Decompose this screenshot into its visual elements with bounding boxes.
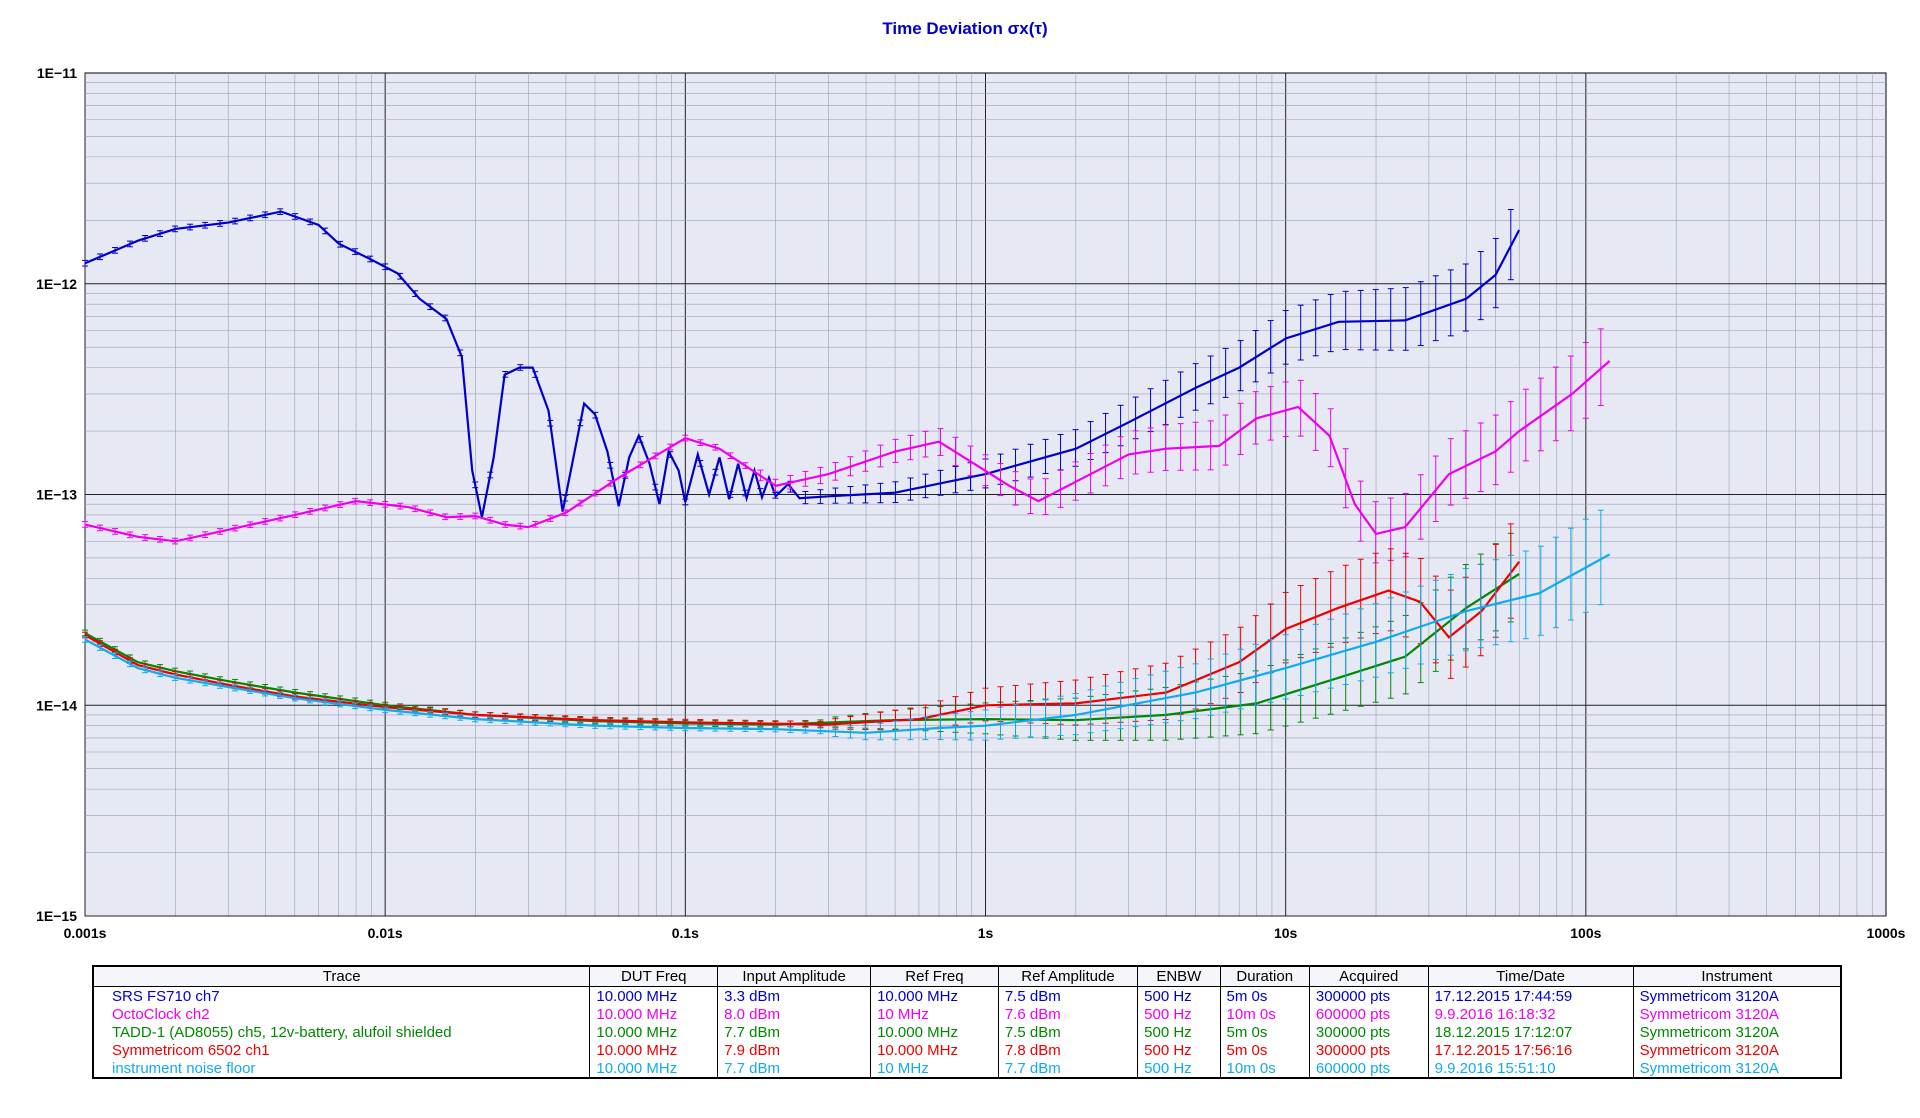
- legend-cell: 500 Hz: [1137, 1005, 1221, 1023]
- legend-header-cell: Instrument: [1632, 965, 1842, 987]
- legend-cell: SRS FS710 ch7: [92, 986, 590, 1005]
- legend-cell: 600000 pts: [1308, 1059, 1429, 1078]
- legend-cell: 10.000 MHz: [589, 986, 718, 1005]
- legend-cell: Symmetricom 3120A: [1632, 1041, 1841, 1059]
- legend-cell: Symmetricom 3120A: [1632, 1005, 1841, 1023]
- legend-cell: 5m 0s: [1219, 1023, 1310, 1041]
- legend-cell: 5m 0s: [1219, 986, 1310, 1005]
- legend-cell: 7.7 dBm: [717, 1023, 871, 1041]
- legend-header-cell: Ref Freq: [870, 965, 999, 987]
- legend-cell: 7.8 dBm: [997, 1041, 1138, 1059]
- legend-cell: 10.000 MHz: [589, 1059, 718, 1078]
- x-tick-label: 1s: [978, 925, 994, 941]
- y-tick-label: 1E−14: [36, 697, 77, 713]
- legend-cell: 10m 0s: [1219, 1059, 1310, 1078]
- legend-cell: 500 Hz: [1137, 1041, 1221, 1059]
- legend-row: Symmetricom 6502 ch1 10.000 MHz 7.9 dBm 10.…: [92, 1041, 1841, 1059]
- x-tick-label: 10s: [1274, 925, 1298, 941]
- legend-cell: 10 MHz: [870, 1005, 999, 1023]
- series-0: [82, 208, 1521, 518]
- legend-cell: 300000 pts: [1308, 986, 1429, 1005]
- legend-cell: 7.9 dBm: [717, 1041, 871, 1059]
- legend-cell: Symmetricom 3120A: [1632, 986, 1841, 1005]
- legend-cell: 7.5 dBm: [997, 986, 1138, 1005]
- y-tick-label: 1E−15: [36, 908, 77, 924]
- legend-cell: 17.12.2015 17:44:59: [1427, 986, 1634, 1005]
- legend-cell: Symmetricom 6502 ch1: [92, 1041, 590, 1059]
- legend-cell: 9.9.2016 16:18:32: [1427, 1005, 1634, 1023]
- legend-header-row: Trace DUT Freq Input Amplitude Ref Freq Ref …: [92, 965, 1842, 987]
- legend-cell: 10.000 MHz: [589, 1041, 718, 1059]
- legend-cell: 10.000 MHz: [589, 1023, 718, 1041]
- axis-ticks: 0.001s 0.01s 0.1s 1s 10s 100s 1000s 1E−11 1E−12 1…: [36, 65, 1906, 941]
- legend-cell: 8.0 dBm: [717, 1005, 871, 1023]
- legend-cell: 500 Hz: [1137, 986, 1221, 1005]
- chart-title-text: Time Deviation σx(τ): [882, 19, 1047, 38]
- legend-header-cell: Ref Amplitude: [997, 965, 1139, 987]
- legend-cell: 10.000 MHz: [589, 1005, 718, 1023]
- legend-cell: Symmetricom 3120A: [1632, 1059, 1841, 1078]
- legend-header-cell: Acquired: [1308, 965, 1429, 987]
- series-4: [82, 509, 1611, 741]
- legend-header-cell: ENBW: [1137, 965, 1221, 987]
- legend-cell: 7.7 dBm: [717, 1059, 871, 1078]
- x-tick-label: 0.01s: [368, 925, 403, 941]
- legend-row: SRS FS710 ch7 10.000 MHz 3.3 dBm 10.000 MHz…: [92, 986, 1841, 1005]
- legend-row: OctoClock ch2 10.000 MHz 8.0 dBm 10 MHz 7.6 …: [92, 1005, 1841, 1023]
- legend-cell: Symmetricom 3120A: [1632, 1023, 1841, 1041]
- legend-cell: 7.5 dBm: [997, 1023, 1138, 1041]
- grid: [84, 73, 1886, 917]
- chart-title: Time Deviation σx(τ): [882, 19, 1047, 38]
- time-deviation-chart: Time Deviation σx(τ) 0.001s 0.01s 0.1s 1s 10…: [36, 19, 1906, 941]
- legend-cell: 10m 0s: [1219, 1005, 1310, 1023]
- legend-cell: 500 Hz: [1137, 1059, 1221, 1078]
- legend-cell: 300000 pts: [1308, 1023, 1429, 1041]
- x-tick-label: 0.1s: [672, 925, 699, 941]
- legend-cell: 17.12.2015 17:56:16: [1427, 1041, 1634, 1059]
- x-tick-label: 1000s: [1867, 925, 1906, 941]
- series-1: [82, 328, 1611, 564]
- y-tick-label: 1E−13: [36, 487, 77, 503]
- y-tick-label: 1E−11: [37, 65, 77, 81]
- legend-header-cell: Trace: [92, 965, 591, 987]
- legend-header-cell: Time/Date: [1427, 965, 1634, 987]
- legend-cell: 5m 0s: [1219, 1041, 1310, 1059]
- legend-cell: 10.000 MHz: [870, 1023, 999, 1041]
- legend-body: SRS FS710 ch7 10.000 MHz 3.3 dBm 10.000 MHz…: [92, 986, 1841, 1078]
- legend-row: TADD-1 (AD8055) ch5, 12v-battery, alufoi…: [92, 1023, 1841, 1041]
- legend-cell: 10.000 MHz: [870, 986, 999, 1005]
- legend-header-cell: Duration: [1219, 965, 1310, 987]
- series-line: [84, 561, 1521, 726]
- legend-cell: 500 Hz: [1137, 1023, 1221, 1041]
- legend-row: instrument noise floor 10.000 MHz 7.7 dBm 1…: [92, 1059, 1841, 1078]
- x-tick-label: 0.001s: [64, 925, 107, 941]
- legend-cell: 10.000 MHz: [870, 1041, 999, 1059]
- legend-cell: 9.9.2016 15:51:10: [1427, 1059, 1634, 1078]
- legend-cell: 7.7 dBm: [997, 1059, 1138, 1078]
- legend-cell: 18.12.2015 17:12:07: [1427, 1023, 1634, 1041]
- legend-header-cell: DUT Freq: [589, 965, 719, 987]
- legend-table: Trace DUT Freq Input Amplitude Ref Freq Ref …: [92, 965, 1842, 1079]
- legend-cell: 7.6 dBm: [997, 1005, 1138, 1023]
- legend-cell: OctoClock ch2: [92, 1005, 590, 1023]
- legend-cell: instrument noise floor: [92, 1059, 590, 1078]
- y-tick-label: 1E−12: [36, 276, 77, 292]
- legend-header-cell: Input Amplitude: [717, 965, 872, 987]
- legend-cell: 10 MHz: [870, 1059, 999, 1078]
- legend-cell: TADD-1 (AD8055) ch5, 12v-battery, alufoi…: [92, 1023, 590, 1041]
- legend-cell: 3.3 dBm: [717, 986, 871, 1005]
- legend-cell: 600000 pts: [1308, 1005, 1429, 1023]
- x-tick-label: 100s: [1570, 925, 1601, 941]
- series-layer: [82, 208, 1611, 741]
- legend-cell: 300000 pts: [1308, 1041, 1429, 1059]
